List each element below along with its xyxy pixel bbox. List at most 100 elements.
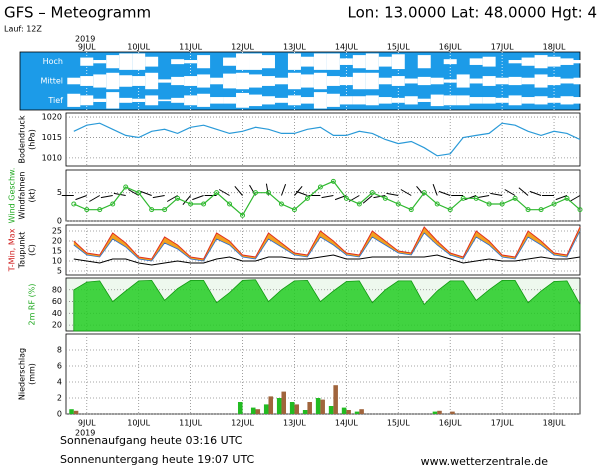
precip-bar: [276, 398, 282, 414]
cloud-cover: [184, 76, 198, 86]
wind-barb: [75, 195, 87, 201]
wind-barb: [432, 184, 438, 196]
wind-point: [149, 207, 155, 213]
y-tick-label: 1020: [42, 113, 62, 122]
precip-bar: [328, 406, 334, 414]
cloud-cover: [469, 97, 483, 104]
date-label-top: 10JUL: [127, 43, 150, 52]
cloud-cover: [378, 77, 392, 85]
cloud-cover: [80, 95, 94, 106]
wind-point: [486, 201, 492, 207]
cloud-cover: [339, 58, 353, 65]
location: Lon: 13.0000 Lat: 48.0000 Hgt: 4: [348, 4, 598, 22]
date-label-bottom: 17JUL: [491, 419, 514, 428]
panel-bg: [65, 112, 581, 167]
cloud-cover: [145, 56, 159, 67]
precip-bar: [255, 409, 261, 414]
layer-label: Hoch: [43, 57, 63, 66]
date-label-bottom: 10JUL: [127, 419, 150, 428]
y-axis-label: (hPa): [28, 129, 37, 150]
wind-point: [278, 201, 284, 207]
wind-barb: [100, 195, 113, 199]
wind-point: [369, 190, 375, 196]
sunrise: Sonnenaufgang heute 03:16 UTC: [60, 434, 243, 447]
wind-barb: [518, 187, 529, 196]
cloud-cover: [171, 59, 185, 65]
year-bottom: 2019: [75, 429, 95, 438]
cloud-cover: [249, 53, 262, 70]
cloud-cover: [326, 76, 340, 86]
cloud-cover: [508, 60, 522, 64]
layer-label: Tief: [47, 96, 63, 105]
wind-line: [73, 180, 581, 217]
cloud-cover: [171, 76, 185, 86]
y-tick-label: 8: [57, 346, 62, 355]
y-tick-label: 5: [57, 267, 62, 276]
wind-point: [71, 201, 77, 207]
cloud-cover: [313, 72, 327, 90]
cloud-cover: [158, 79, 172, 83]
cloud-cover: [145, 72, 159, 90]
tmin-line: [73, 230, 581, 262]
date-label-top: 11JUL: [179, 43, 202, 52]
wind-barb: [555, 195, 568, 201]
wind-point: [356, 201, 362, 207]
y-axis-label: Niederschlag: [18, 348, 27, 400]
y-tick-label: 60: [52, 297, 62, 306]
cloud-cover: [378, 97, 392, 104]
wind-point: [291, 207, 297, 213]
cloud-cover: [287, 72, 301, 90]
wind-barb: [464, 195, 477, 201]
cloud-cover: [236, 92, 250, 108]
wind-point: [227, 201, 233, 207]
cloud-cover: [560, 58, 574, 65]
cloud-cover: [521, 77, 535, 85]
date-label-top: 9JUL: [78, 43, 96, 52]
y-tick-label: 40: [52, 309, 62, 318]
wind-barb: [504, 189, 516, 196]
humidity-area: [73, 279, 581, 332]
wind-point: [343, 195, 349, 201]
panel-bg: [65, 169, 581, 222]
cloud-cover: [339, 96, 353, 105]
cloud-cover: [261, 55, 275, 69]
cloud-cover: [80, 57, 94, 66]
wind-point: [512, 195, 518, 201]
precip-bar: [432, 411, 438, 414]
cloud-cover: [249, 74, 262, 88]
cloud-cover: [430, 94, 444, 107]
wind-point: [214, 190, 220, 196]
precip-bar: [69, 409, 74, 414]
cloud-cover: [547, 76, 561, 86]
cloud-cover: [352, 96, 366, 105]
y-tick-label: 10: [52, 257, 62, 266]
y-tick-label: 1010: [42, 153, 62, 162]
date-label-bottom: 12JUL: [231, 419, 254, 428]
y-tick-label: 80: [52, 285, 62, 294]
wind-barb: [294, 185, 303, 196]
cloud-cover: [274, 97, 288, 103]
precip-bar: [289, 402, 295, 414]
wind-barb: [152, 195, 165, 199]
cloud-cover: [106, 72, 120, 90]
precip-bar: [437, 410, 442, 414]
wind-point: [110, 201, 116, 207]
date-label-bottom: 14JUL: [335, 419, 358, 428]
precip-bar: [73, 410, 79, 414]
precip-bar: [450, 411, 455, 414]
cloud-cover: [573, 77, 587, 85]
cloud-cover: [495, 77, 509, 85]
cloud-cover: [261, 76, 275, 86]
y-tick-label: 0: [57, 217, 62, 226]
cloud-cover: [210, 97, 224, 104]
cloud-cover: [417, 76, 431, 86]
precip-bar: [263, 404, 269, 414]
precip-bar: [354, 411, 360, 414]
precip-bar: [268, 396, 274, 414]
wind-point: [382, 195, 388, 201]
y-tick-label: 0: [57, 410, 62, 419]
cloud-cover: [93, 74, 107, 88]
cloud-cover: [119, 53, 133, 70]
sunset: Sonnenuntergang heute 19:07 UTC: [60, 453, 255, 466]
